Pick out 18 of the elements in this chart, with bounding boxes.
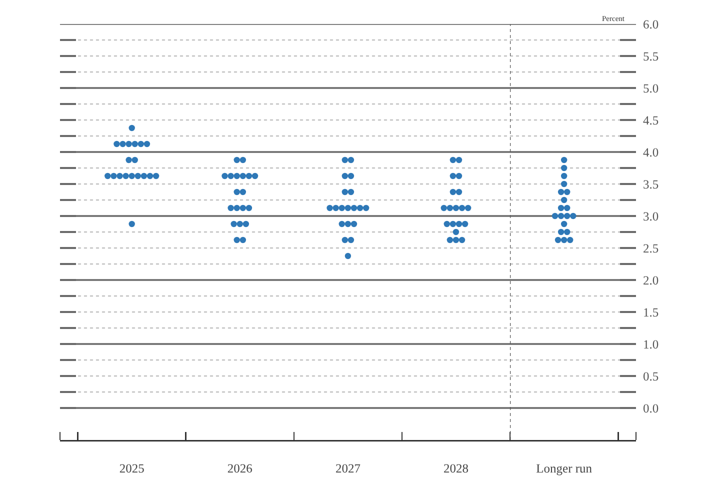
y-tick-label: 5.5 bbox=[643, 49, 659, 64]
y-tick-label: 0.0 bbox=[643, 401, 659, 416]
x-tick-label: 2028 bbox=[443, 462, 468, 476]
x-tick-label: 2027 bbox=[335, 462, 360, 476]
y-tick-label: 3.0 bbox=[643, 209, 659, 224]
y-tick-label: 4.0 bbox=[643, 145, 659, 160]
y-tick-label: 2.0 bbox=[643, 273, 659, 288]
y-tick-label: 0.5 bbox=[643, 369, 659, 384]
y-tick-label: 6.0 bbox=[643, 17, 659, 32]
x-tick-label: 2026 bbox=[227, 462, 252, 476]
x-tick-label: Longer run bbox=[536, 462, 593, 476]
y-tick-label: 5.0 bbox=[643, 81, 659, 96]
x-tick-label: 2025 bbox=[119, 462, 144, 476]
y-tick-label: 2.5 bbox=[643, 241, 659, 256]
y-tick-label: 1.0 bbox=[643, 337, 659, 352]
y-tick-label: 1.5 bbox=[643, 305, 659, 320]
y-tick-label: 4.5 bbox=[643, 113, 659, 128]
y-tick-label: 3.5 bbox=[643, 177, 659, 192]
